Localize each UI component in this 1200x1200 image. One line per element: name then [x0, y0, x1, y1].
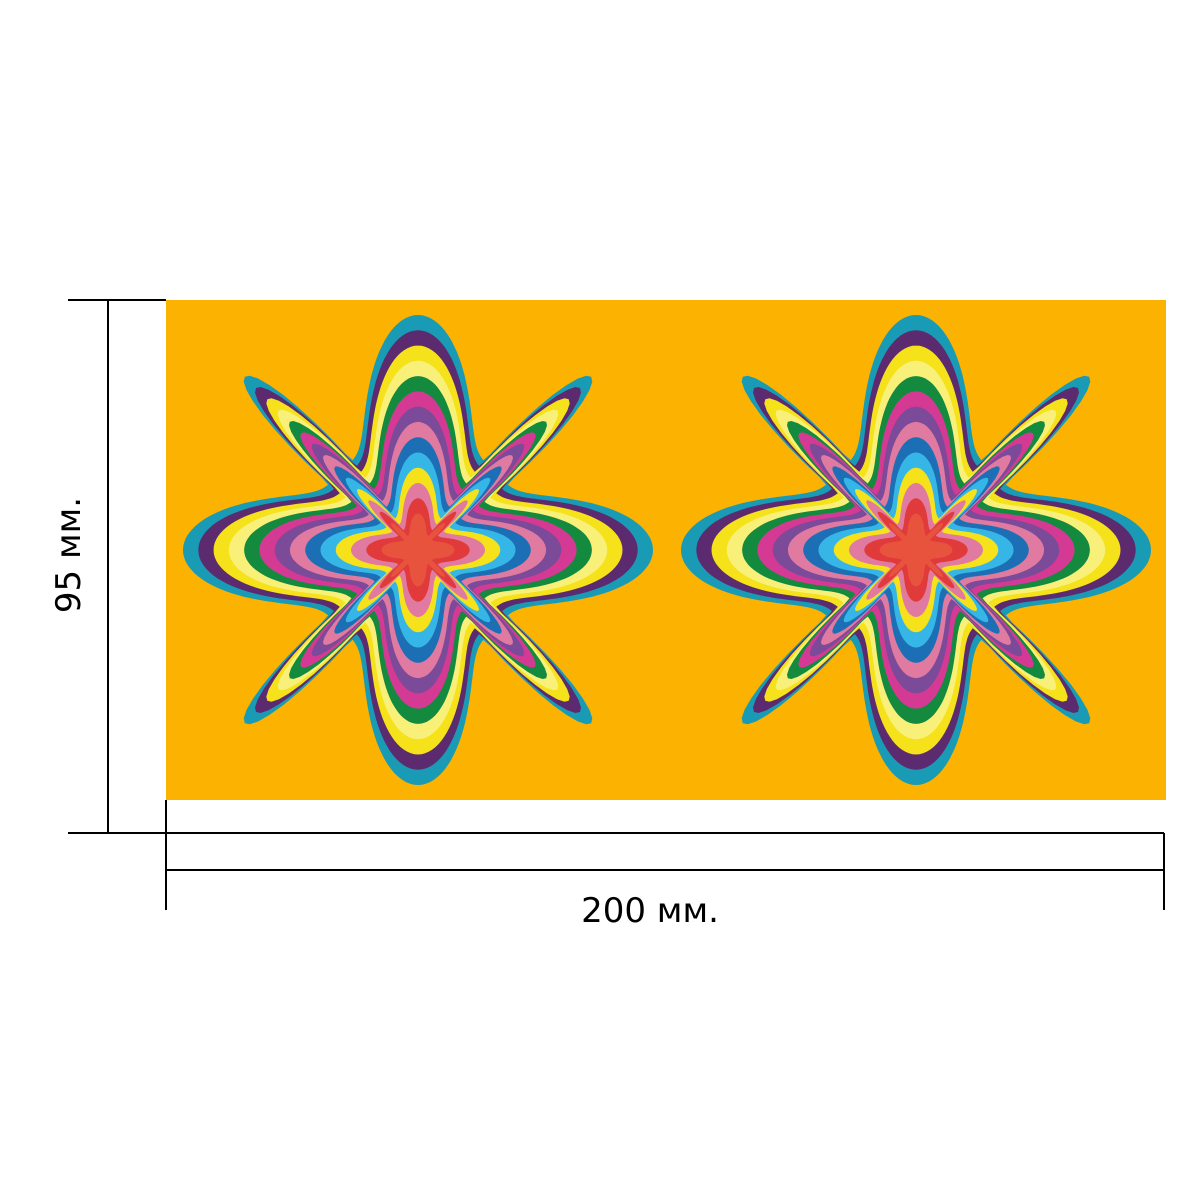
width-label: 200 мм. — [581, 891, 719, 931]
height-label: 95 мм. — [49, 497, 89, 613]
petal-layer — [381, 513, 455, 587]
petal-layer — [879, 513, 953, 587]
pattern — [183, 315, 1151, 785]
